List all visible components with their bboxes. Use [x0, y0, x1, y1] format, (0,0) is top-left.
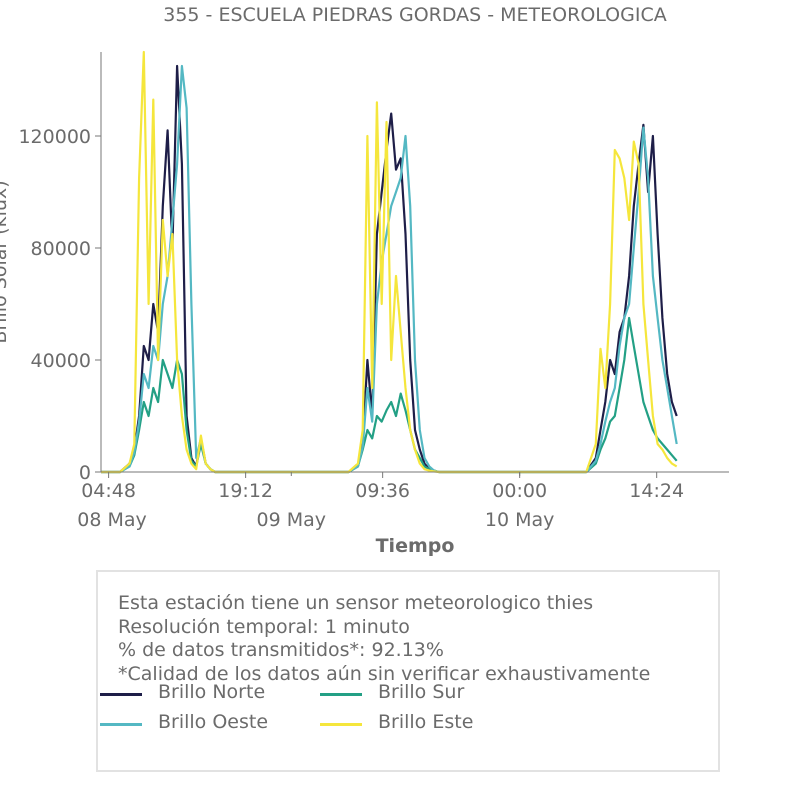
info-legend-box: Esta estación tiene un sensor meteorolog…: [96, 570, 720, 772]
legend-swatch-brillo-norte: [100, 693, 142, 696]
y-axis: 0 40000 80000 120000: [18, 52, 102, 484]
x-tick-label: 09:36: [355, 480, 410, 502]
x-date-label: 10 May: [485, 509, 555, 531]
legend-swatch-brillo-sur: [320, 693, 362, 696]
legend-label-brillo-este: Brillo Este: [378, 711, 474, 733]
y-tick-label: 80000: [31, 238, 91, 260]
x-tick-label: 19:12: [218, 480, 273, 502]
series-line-brillo-norte: [101, 64, 678, 474]
series-line-brillo-este: [101, 50, 678, 474]
info-station-text: Esta estación tiene un sensor meteorolog…: [118, 592, 594, 614]
legend-label-brillo-oeste: Brillo Oeste: [158, 711, 269, 733]
x-tick-label: 14:24: [629, 480, 684, 502]
x-tick-label: 04:48: [81, 480, 136, 502]
y-tick-label: 40000: [31, 350, 91, 372]
info-percentage-text: % de datos transmitidos*: 92.13%: [118, 639, 444, 661]
legend-label-brillo-sur: Brillo Sur: [378, 681, 465, 703]
x-date-label: 08 May: [77, 509, 147, 531]
x-tick-label: 00:00: [492, 480, 547, 502]
legend-swatch-brillo-este: [320, 723, 362, 726]
info-resolution-text: Resolución temporal: 1 minuto: [118, 616, 410, 638]
x-date-label: 09 May: [257, 509, 327, 531]
chart-title: 355 - ESCUELA PIEDRAS GORDAS - METEOROLO…: [163, 4, 666, 26]
y-axis-label: Brillo Solar (klux): [0, 180, 11, 343]
legend-label-brillo-norte: Brillo Norte: [158, 681, 266, 703]
plot-area: [101, 50, 678, 474]
series-line-brillo-sur: [101, 316, 678, 474]
chart-svg: 355 - ESCUELA PIEDRAS GORDAS - METEOROLO…: [0, 4, 729, 557]
info-quality-text: *Calidad de los datos aún sin verificar …: [118, 663, 651, 685]
y-tick-label: 0: [79, 462, 91, 484]
y-tick-label: 120000: [18, 126, 91, 148]
x-axis: 04:48 19:12 09:36 00:00 14:24 08 May 09 May 10 …: [77, 471, 729, 531]
x-axis-label: Tiempo: [376, 535, 455, 557]
legend-swatch-brillo-oeste: [100, 723, 142, 726]
